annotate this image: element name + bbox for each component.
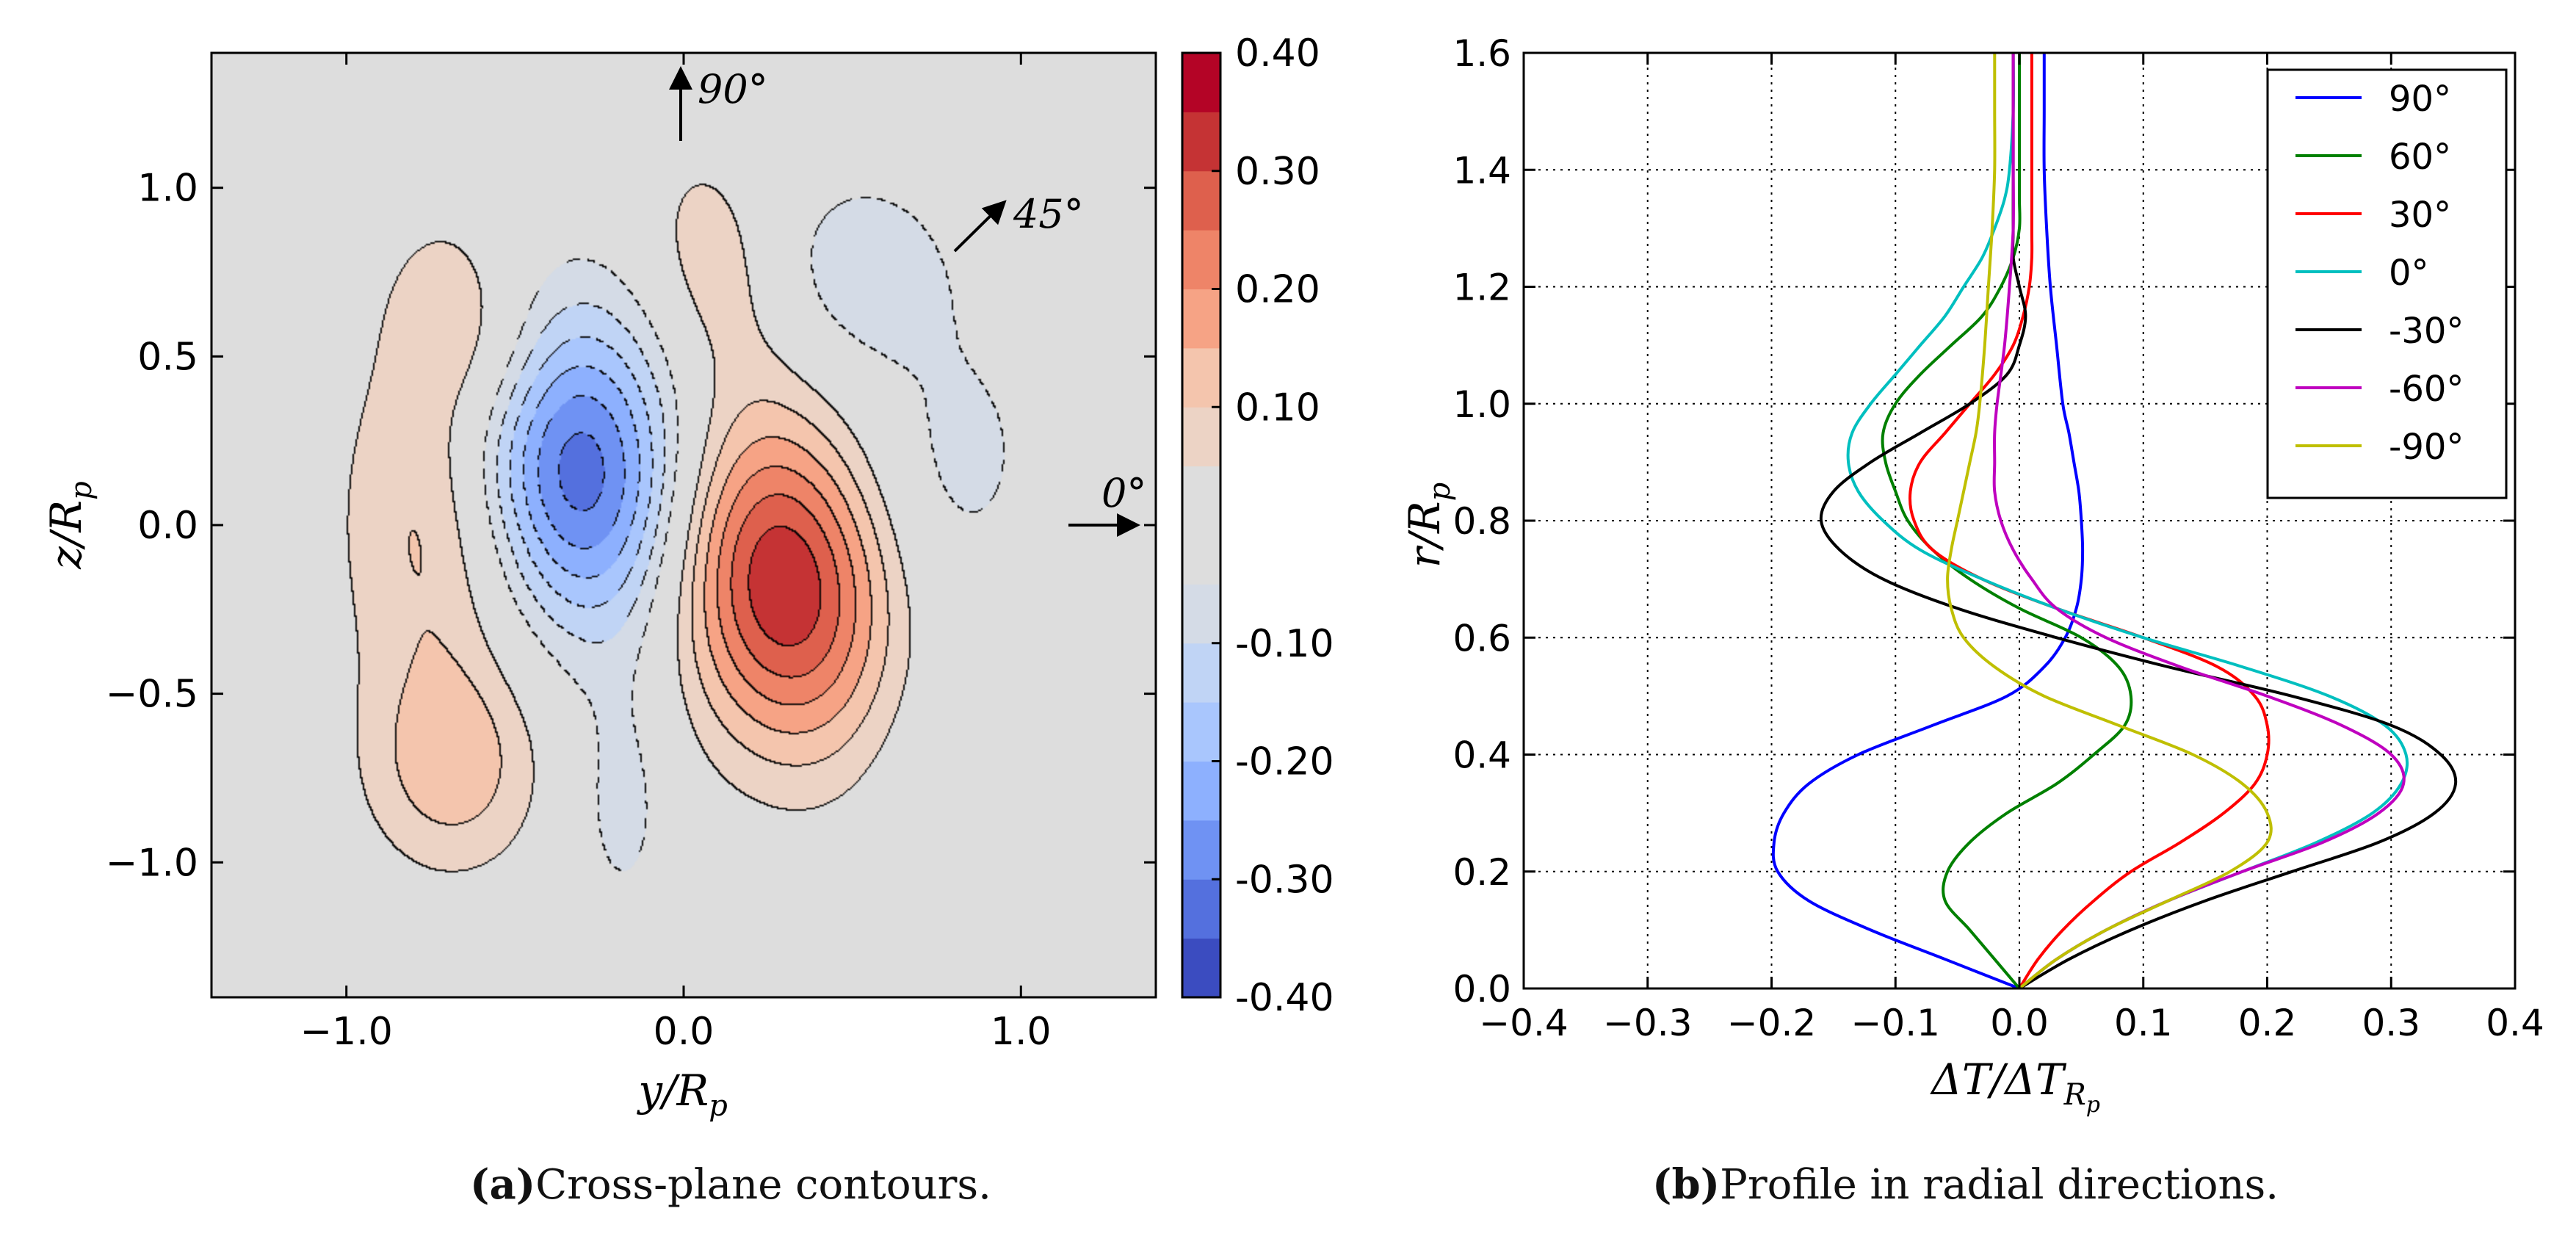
- y-tick-label: 0.4: [1452, 734, 1511, 777]
- profile-lines: [1771, 53, 2458, 988]
- caption-a-label: (a): [470, 1160, 536, 1209]
- x-tick-label: 0.3: [2362, 1002, 2420, 1044]
- y-tick-label: 1.0: [1452, 383, 1511, 426]
- y-tick-label: 0.5: [137, 335, 198, 379]
- x-tick-label: −0.4: [1479, 1002, 1568, 1044]
- legend: 90° 60° 30° 0° -30° -60° -90°: [2266, 68, 2508, 499]
- colorbar-band: [1182, 584, 1220, 644]
- x-axis-label: y/Rp: [636, 1066, 728, 1123]
- legend-label: -90°: [2389, 427, 2464, 468]
- legend-label: -60°: [2389, 369, 2464, 410]
- colorbar-tick-label: -0.20: [1235, 740, 1334, 784]
- x-tick-label: 0.4: [2486, 1002, 2544, 1044]
- colorbar-band: [1182, 112, 1220, 172]
- colorbar-band: [1182, 407, 1220, 467]
- colorbar-band: [1182, 761, 1220, 821]
- y-axis-label: r/Rp: [1400, 482, 1457, 568]
- y-tick-label: 0.6: [1452, 617, 1511, 659]
- colorbar-tick-label: -0.40: [1235, 976, 1334, 1020]
- colorbar-tick-label: 0.40: [1235, 32, 1320, 76]
- y-tick-label: 0.2: [1452, 851, 1511, 894]
- x-tick-label: −1.0: [300, 1010, 393, 1054]
- colorbar-band: [1182, 170, 1220, 231]
- colorbar-band: [1182, 938, 1220, 998]
- x-tick-label: 0.2: [2238, 1002, 2297, 1044]
- colorbar-band: [1182, 466, 1220, 526]
- figure: −1.0 0.0 1.0 −1.0 −0.5 0.0 0.5 1.0 y/Rp z/Rp 90° 4…: [41, 32, 2544, 1123]
- y-tick-label: 0.8: [1452, 500, 1511, 543]
- direction-label: 0°: [1101, 470, 1146, 516]
- y-axis-label: z/Rp: [41, 481, 98, 569]
- colorbar-tick-label: 0.10: [1235, 386, 1320, 430]
- colorbar-band: [1182, 525, 1220, 585]
- direction-annotations: 90° 45° 0°: [669, 66, 1146, 537]
- x-tick-label: 1.0: [991, 1010, 1052, 1054]
- legend-label: 60°: [2389, 137, 2451, 178]
- x-tick-label: −0.2: [1727, 1002, 1816, 1044]
- colorbar: -0.40 -0.30 -0.20 -0.10 0.10 0.20 0.30 0.40: [1181, 32, 1334, 1020]
- y-tick-label: −0.5: [106, 673, 198, 717]
- profile-panel: −0.4 −0.3 −0.2 −0.1 0.0 0.1 0.2 0.3 0.4 0.0 0.2 0.4…: [1400, 32, 2544, 1118]
- colorbar-band: [1182, 879, 1220, 939]
- x-tick-label: −0.1: [1851, 1002, 1940, 1044]
- x-tick-label: 0.0: [1990, 1002, 2049, 1044]
- y-tick-label: −1.0: [106, 841, 198, 885]
- colorbar-band: [1182, 820, 1220, 880]
- caption-b-label: (b): [1652, 1160, 1721, 1209]
- colorbar-frame: [1181, 51, 1222, 999]
- direction-arrow: [953, 200, 1007, 253]
- colorbar-band: [1182, 643, 1220, 703]
- y-tick-label: 1.6: [1452, 32, 1511, 75]
- legend-label: 30°: [2389, 195, 2451, 236]
- colorbar-tick-label: -0.30: [1235, 858, 1334, 902]
- contour-axes: −1.0 0.0 1.0 −1.0 −0.5 0.0 0.5 1.0 y/Rp z/Rp: [41, 53, 1156, 1123]
- colorbar-tick-label: -0.10: [1235, 622, 1334, 666]
- colorbar-band: [1182, 702, 1220, 762]
- y-tick-label: 1.0: [137, 167, 198, 211]
- y-tick-label: 0.0: [1452, 968, 1511, 1011]
- profile-axes: −0.4 −0.3 −0.2 −0.1 0.0 0.1 0.2 0.3 0.4 0.0 0.2 0.4…: [1400, 32, 2544, 1118]
- colorbar-tick-label: 0.30: [1235, 150, 1320, 194]
- legend-label: 90°: [2389, 79, 2451, 120]
- caption-b-text: Profile in radial directions.: [1720, 1161, 2279, 1209]
- colorbar-tick-label: 0.20: [1235, 268, 1320, 312]
- caption-a-text: Cross-plane contours.: [535, 1161, 991, 1209]
- legend-box: [2266, 68, 2508, 499]
- direction-label: 45°: [1013, 191, 1084, 237]
- caption-b: (b)Profile in radial directions.: [1652, 1160, 2279, 1209]
- colorbar-band: [1182, 230, 1220, 289]
- x-axis-label: ΔT/ΔTRp: [1930, 1055, 2100, 1118]
- x-tick-label: 0.1: [2114, 1002, 2173, 1044]
- y-tick-label: 1.4: [1452, 149, 1511, 192]
- colorbar-band: [1182, 347, 1220, 408]
- caption-a: (a)Cross-plane contours.: [470, 1160, 991, 1209]
- x-tick-label: −0.3: [1603, 1002, 1692, 1044]
- legend-label: 0°: [2389, 253, 2429, 294]
- series-line-0: [1771, 53, 2085, 988]
- colorbar-band: [1182, 53, 1220, 112]
- colorbar-band: [1182, 289, 1220, 349]
- series-line-6: [1946, 53, 2273, 988]
- series-line-5: [1992, 53, 2406, 988]
- direction-label: 90°: [698, 66, 768, 112]
- series-line-4: [1819, 53, 2458, 988]
- legend-label: -30°: [2389, 311, 2464, 352]
- y-tick-label: 1.2: [1452, 267, 1511, 309]
- x-tick-label: 0.0: [654, 1010, 714, 1054]
- series-line-3: [1846, 53, 2409, 988]
- contour-panel: −1.0 0.0 1.0 −1.0 −0.5 0.0 0.5 1.0 y/Rp z/Rp 90° 4…: [41, 32, 1334, 1123]
- y-tick-label: 0.0: [137, 504, 198, 548]
